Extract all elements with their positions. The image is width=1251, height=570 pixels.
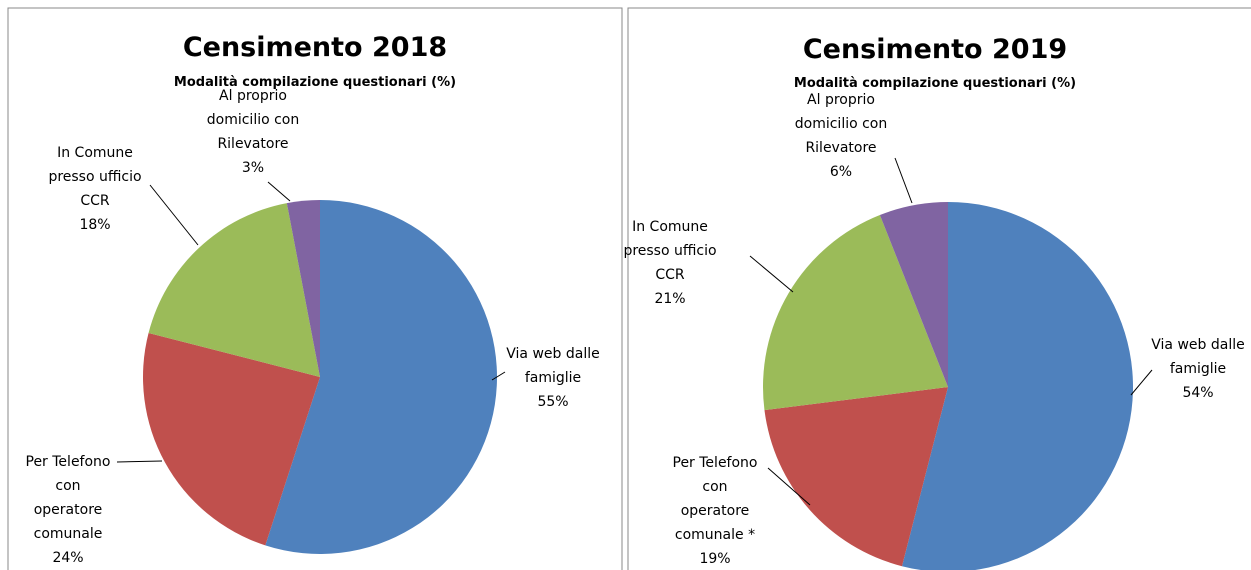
pie-slice <box>286 200 320 377</box>
slice-label: In Comune presso ufficio CCR <box>623 219 716 283</box>
leader-line <box>491 371 506 381</box>
pie-slice <box>879 202 948 387</box>
value-label: 24% <box>52 550 83 566</box>
chart-subtitle: Modalità compilazione questionari (%) <box>794 76 1076 91</box>
slice-label: Per Telefono con operatore comunale <box>26 454 111 542</box>
pie-slice <box>764 387 948 567</box>
pie-slice <box>265 200 498 554</box>
leader-line <box>1130 369 1153 396</box>
slice-label: Al proprio domicilio con Rilevatore <box>207 88 300 152</box>
leader-line <box>116 460 163 463</box>
value-label: 54% <box>1182 385 1213 401</box>
slice-label: Per Telefono con operatore comunale * <box>673 455 758 543</box>
slice-label: Via web dalle famiglie <box>1151 337 1244 377</box>
value-label: 55% <box>537 394 568 410</box>
chart-title: Censimento 2018 <box>183 32 447 63</box>
pie-slice <box>148 203 320 377</box>
leader-line <box>749 255 794 293</box>
pie-slice <box>901 202 1133 570</box>
slice-label: In Comune presso ufficio CCR <box>48 145 141 209</box>
value-label: 19% <box>699 551 730 567</box>
chart-title: Censimento 2019 <box>803 34 1067 65</box>
slice-label: Via web dalle famiglie <box>506 346 599 386</box>
pie-slice <box>763 214 948 411</box>
value-label: 6% <box>830 164 852 180</box>
value-label: 21% <box>654 291 685 307</box>
value-label: 18% <box>79 217 110 233</box>
leader-line <box>767 467 811 506</box>
chart-subtitle: Modalità compilazione questionari (%) <box>174 75 456 90</box>
slice-label: Al proprio domicilio con Rilevatore <box>795 92 888 156</box>
pie-slice <box>143 332 320 546</box>
leader-line <box>149 184 199 246</box>
leader-line <box>267 181 291 202</box>
value-label: 3% <box>242 160 264 176</box>
leader-line <box>894 157 913 204</box>
